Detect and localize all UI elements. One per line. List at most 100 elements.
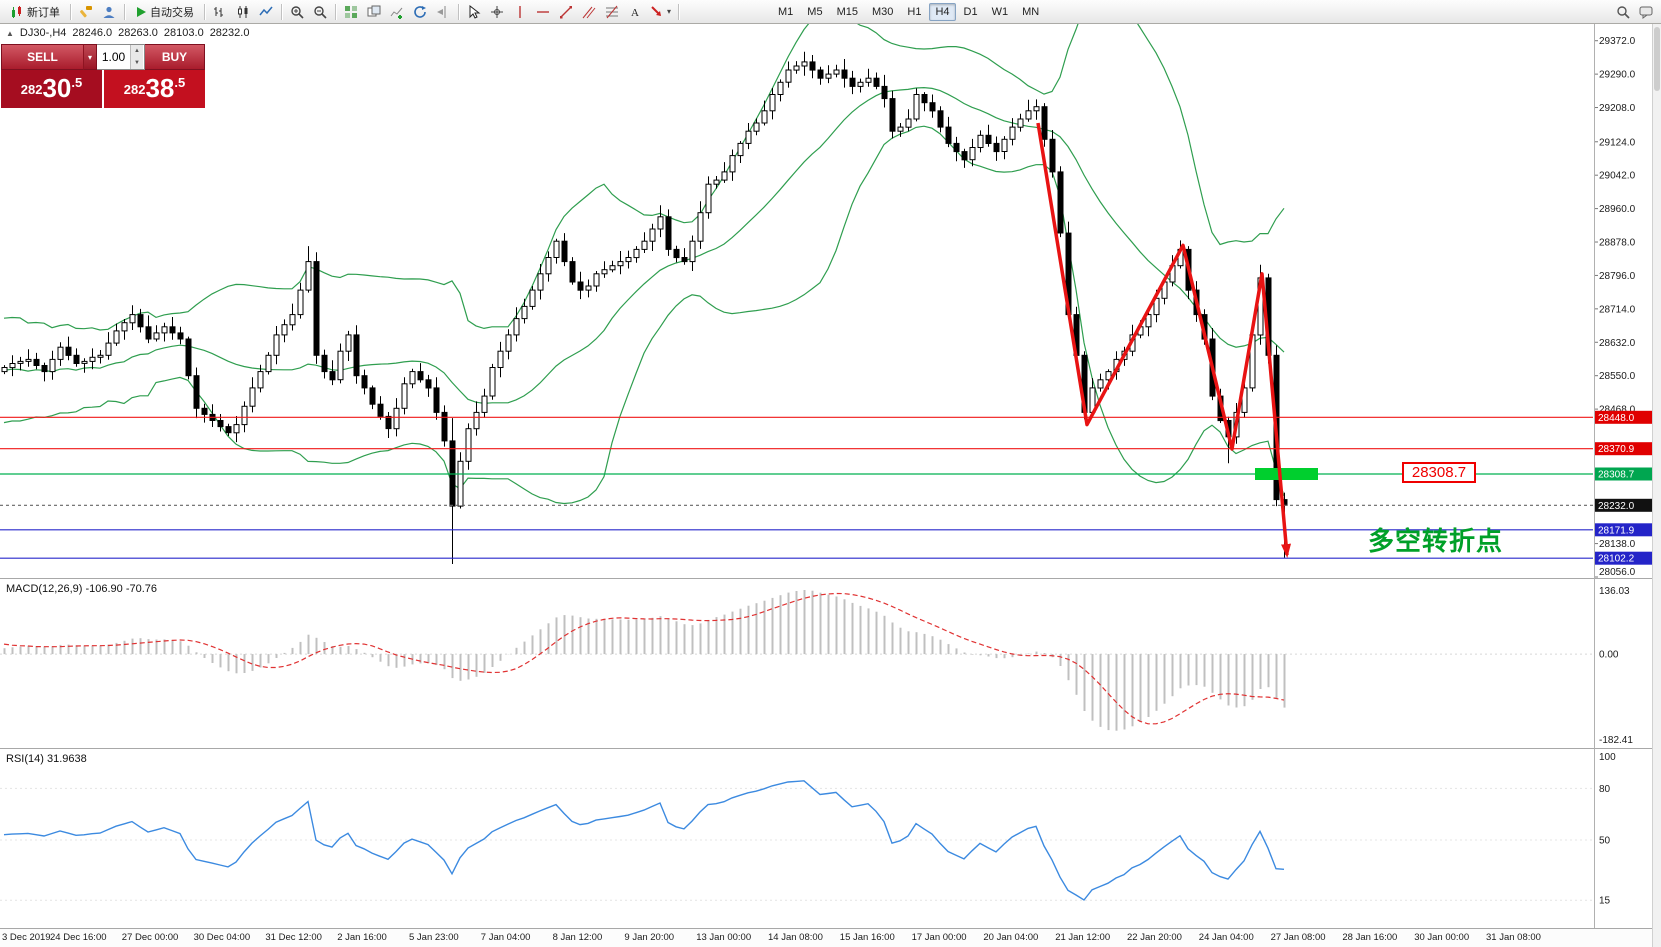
candle-body [137, 314, 144, 328]
autoscroll-button[interactable] [409, 2, 431, 22]
time-label: 15 Jan 16:00 [839, 932, 895, 943]
candle-body [753, 122, 760, 132]
scrollbar-thumb[interactable] [1654, 27, 1660, 91]
sell-price-pip: .5 [71, 75, 83, 90]
time-label: 28 Jan 16:00 [1342, 932, 1398, 943]
autotrading-button[interactable]: 自动交易 [129, 2, 200, 22]
sell-button[interactable]: SELL [1, 44, 83, 70]
community-button[interactable] [98, 2, 120, 22]
svg-text:136.03: 136.03 [1599, 586, 1630, 597]
oneclick-collapse-arrow[interactable]: ▲ [6, 28, 14, 38]
crosshair-tool-button[interactable] [486, 2, 508, 22]
horizontal-line-tool-button[interactable] [532, 2, 554, 22]
candle-body [905, 118, 912, 128]
candle-body [377, 403, 384, 417]
rsi-label: RSI(14) 31.9638 [6, 753, 87, 765]
separator [204, 3, 205, 20]
candle-body [697, 212, 704, 242]
chat-button[interactable] [1635, 2, 1657, 22]
candle-body [89, 356, 96, 362]
candle-body [113, 330, 120, 344]
candle-body [369, 387, 376, 405]
timeframe-MN[interactable]: MN [1016, 3, 1045, 21]
candle-body [185, 338, 192, 377]
candle-body [689, 240, 696, 263]
candles [1, 51, 1288, 564]
timeframe-M5[interactable]: M5 [801, 3, 828, 21]
candlestick-chart-button[interactable] [232, 2, 254, 22]
timeframe-W1[interactable]: W1 [986, 3, 1015, 21]
candle-body [409, 371, 416, 385]
text-icon: A [631, 7, 639, 19]
tile-windows-button[interactable] [340, 2, 362, 22]
turning-point-note[interactable]: 多空转折点 [1368, 526, 1504, 556]
candle-body [9, 363, 16, 369]
tile-windows-icon [345, 5, 357, 18]
cascade-windows-button[interactable] [363, 2, 385, 22]
candle-body [145, 326, 152, 340]
candle-body [313, 261, 320, 356]
candle-body [625, 257, 632, 263]
candle-body [609, 265, 616, 271]
metaeditor-button[interactable] [75, 2, 97, 22]
new-order-button[interactable]: 新订单 [4, 2, 66, 22]
bar-chart-button[interactable] [209, 2, 231, 22]
svg-text:28960.0: 28960.0 [1599, 204, 1636, 215]
candle-body [465, 428, 472, 462]
candle-body [937, 110, 944, 128]
new-order-label: 新订单 [27, 6, 60, 19]
timeframe-H4[interactable]: H4 [929, 2, 956, 21]
trend-arrows[interactable] [1036, 122, 1292, 558]
vertical-line-tool-button[interactable] [509, 2, 531, 22]
timeframe-H1[interactable]: H1 [901, 3, 927, 21]
price-tag-28448.0: 28448.0 [1595, 410, 1652, 424]
text-tool-button[interactable]: A [624, 2, 646, 22]
volume-down-button[interactable]: ▼ [131, 57, 143, 69]
trendline-tool-button[interactable] [555, 2, 577, 22]
sell-price[interactable]: 282 30.5 [1, 70, 102, 108]
svg-text:29042.0: 29042.0 [1599, 171, 1636, 182]
time-label: 8 Jan 12:00 [552, 932, 603, 943]
candle-body [433, 387, 440, 413]
volume-up-button[interactable]: ▲ [131, 45, 143, 57]
indicators-button[interactable] [386, 2, 408, 22]
candle-body [721, 171, 728, 181]
zoom-in-button[interactable] [286, 2, 308, 22]
price-level-callout[interactable]: 28308.7 [1402, 462, 1476, 483]
volume-input[interactable] [97, 45, 130, 69]
channel-tool-button[interactable] [578, 2, 600, 22]
candle-body [761, 110, 768, 124]
candle-body [41, 365, 48, 373]
timeframe-D1[interactable]: D1 [958, 3, 984, 21]
rsi-indicator-panel[interactable]: RSI(14) 31.9638 100 80 50 15 [0, 748, 1661, 928]
candle-body [49, 358, 56, 373]
zoom-out-button[interactable] [309, 2, 331, 22]
time-axis[interactable]: 3 Dec 2019 24 Dec 16:00 27 Dec 00:00 30 Dec… [0, 928, 1661, 947]
candle-body [561, 240, 568, 263]
candle-body [617, 261, 624, 267]
candle-body [985, 134, 992, 145]
timeframe-M30[interactable]: M30 [866, 3, 899, 21]
candle-body [1097, 379, 1104, 389]
macd-indicator-panel[interactable]: MACD(12,26,9) -106.90 -70.76 136.03 0.00 -1… [0, 578, 1661, 748]
highlight-rectangle[interactable] [1255, 468, 1318, 480]
rsi-axis-labels: 100 80 50 15 [1599, 752, 1616, 907]
candle-body [473, 411, 480, 430]
candle-body [873, 77, 880, 87]
chart-shift-button[interactable] [432, 2, 454, 22]
buy-price[interactable]: 282 38.5 [104, 70, 205, 108]
fibonacci-tool-button[interactable] [601, 2, 623, 22]
sell-dropdown-button[interactable]: ▾ [83, 44, 97, 70]
candle-body [513, 318, 520, 336]
timeframe-M15[interactable]: M15 [831, 3, 864, 21]
buy-button[interactable]: BUY [145, 44, 205, 70]
cursor-tool-button[interactable] [463, 2, 485, 22]
price-chart-panel[interactable]: 29372.0 29290.0 29208.0 29124.0 29042.0 28960… [0, 24, 1661, 578]
line-chart-button[interactable] [255, 2, 277, 22]
svg-text:28550.0: 28550.0 [1599, 371, 1636, 382]
vertical-scrollbar[interactable] [1652, 24, 1661, 947]
timeframe-M1[interactable]: M1 [772, 3, 799, 21]
arrows-tool-button[interactable]: ▾ [647, 2, 674, 22]
search-button[interactable] [1612, 2, 1634, 22]
